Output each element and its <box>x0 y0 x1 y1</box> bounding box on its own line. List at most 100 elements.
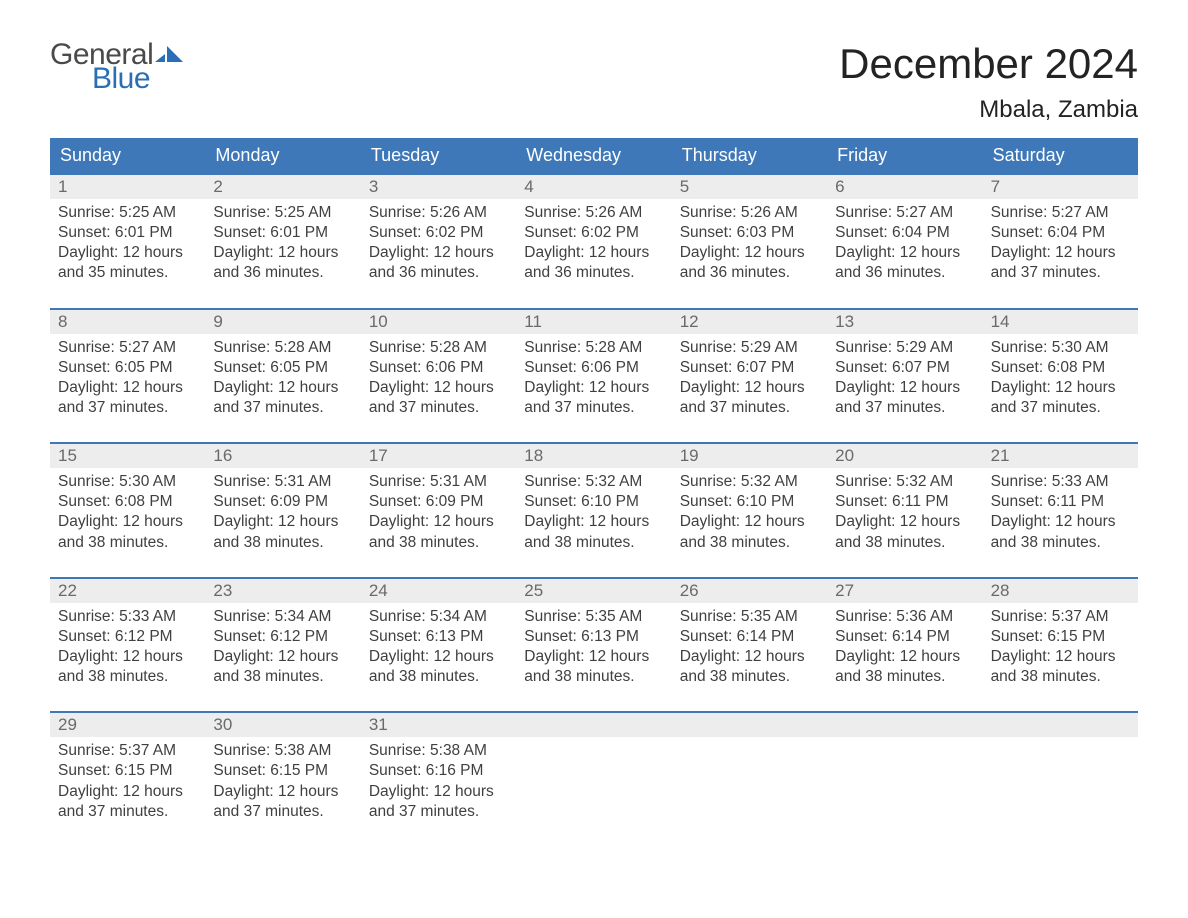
sunrise-text: Sunrise: 5:31 AM <box>369 472 508 492</box>
daylight-text-2: and 37 minutes. <box>680 398 819 418</box>
sunrise-text: Sunrise: 5:28 AM <box>369 338 508 358</box>
flag-icon <box>155 46 183 66</box>
week-block: 15161718192021Sunrise: 5:30 AMSunset: 6:… <box>50 442 1138 577</box>
sunrise-text: Sunrise: 5:33 AM <box>58 607 197 627</box>
daylight-text-1: Daylight: 12 hours <box>58 378 197 398</box>
day-content: Sunrise: 5:35 AMSunset: 6:13 PMDaylight:… <box>516 603 671 712</box>
day-number: 11 <box>516 310 671 334</box>
sunrise-text: Sunrise: 5:27 AM <box>991 203 1130 223</box>
day-content: Sunrise: 5:26 AMSunset: 6:02 PMDaylight:… <box>361 199 516 308</box>
day-content: Sunrise: 5:32 AMSunset: 6:10 PMDaylight:… <box>672 468 827 577</box>
daylight-text-1: Daylight: 12 hours <box>369 378 508 398</box>
daylight-text-2: and 37 minutes. <box>369 802 508 822</box>
sunrise-text: Sunrise: 5:28 AM <box>524 338 663 358</box>
day-content: Sunrise: 5:33 AMSunset: 6:11 PMDaylight:… <box>983 468 1138 577</box>
daylight-text-2: and 38 minutes. <box>58 533 197 553</box>
sunrise-text: Sunrise: 5:32 AM <box>524 472 663 492</box>
daylight-text-2: and 37 minutes. <box>58 802 197 822</box>
daylight-text-1: Daylight: 12 hours <box>835 647 974 667</box>
day-content: Sunrise: 5:33 AMSunset: 6:12 PMDaylight:… <box>50 603 205 712</box>
daynum-row: 15161718192021 <box>50 444 1138 468</box>
daylight-text-1: Daylight: 12 hours <box>58 243 197 263</box>
weekday-label: Monday <box>205 138 360 173</box>
logo-text-blue: Blue <box>50 64 183 94</box>
day-content: Sunrise: 5:31 AMSunset: 6:09 PMDaylight:… <box>205 468 360 577</box>
sunrise-text: Sunrise: 5:34 AM <box>213 607 352 627</box>
daylight-text-1: Daylight: 12 hours <box>524 243 663 263</box>
content-row: Sunrise: 5:37 AMSunset: 6:15 PMDaylight:… <box>50 737 1138 846</box>
day-number: 13 <box>827 310 982 334</box>
header: General Blue December 2024 Mbala, Zambia <box>50 40 1138 124</box>
daylight-text-2: and 37 minutes. <box>369 398 508 418</box>
sunset-text: Sunset: 6:07 PM <box>680 358 819 378</box>
daylight-text-2: and 38 minutes. <box>680 667 819 687</box>
sunset-text: Sunset: 6:10 PM <box>680 492 819 512</box>
day-number: 12 <box>672 310 827 334</box>
content-row: Sunrise: 5:27 AMSunset: 6:05 PMDaylight:… <box>50 334 1138 443</box>
day-number: 5 <box>672 175 827 199</box>
month-title: December 2024 <box>839 40 1138 88</box>
daylight-text-2: and 38 minutes. <box>680 533 819 553</box>
daylight-text-1: Daylight: 12 hours <box>213 512 352 532</box>
sunrise-text: Sunrise: 5:37 AM <box>58 741 197 761</box>
sunset-text: Sunset: 6:10 PM <box>524 492 663 512</box>
sunrise-text: Sunrise: 5:27 AM <box>835 203 974 223</box>
daylight-text-2: and 38 minutes. <box>58 667 197 687</box>
sunset-text: Sunset: 6:15 PM <box>991 627 1130 647</box>
day-number: 29 <box>50 713 205 737</box>
day-content <box>672 737 827 846</box>
sunrise-text: Sunrise: 5:32 AM <box>835 472 974 492</box>
sunrise-text: Sunrise: 5:35 AM <box>524 607 663 627</box>
day-number: 20 <box>827 444 982 468</box>
daylight-text-2: and 38 minutes. <box>369 667 508 687</box>
day-number: 18 <box>516 444 671 468</box>
day-number: 2 <box>205 175 360 199</box>
weekday-label: Wednesday <box>516 138 671 173</box>
day-number <box>827 713 982 737</box>
day-content: Sunrise: 5:28 AMSunset: 6:06 PMDaylight:… <box>516 334 671 443</box>
sunrise-text: Sunrise: 5:25 AM <box>58 203 197 223</box>
sunrise-text: Sunrise: 5:26 AM <box>680 203 819 223</box>
day-content: Sunrise: 5:28 AMSunset: 6:05 PMDaylight:… <box>205 334 360 443</box>
day-number: 8 <box>50 310 205 334</box>
sunrise-text: Sunrise: 5:29 AM <box>835 338 974 358</box>
daylight-text-1: Daylight: 12 hours <box>680 647 819 667</box>
daylight-text-1: Daylight: 12 hours <box>213 647 352 667</box>
day-content: Sunrise: 5:34 AMSunset: 6:12 PMDaylight:… <box>205 603 360 712</box>
daylight-text-2: and 35 minutes. <box>58 263 197 283</box>
sunset-text: Sunset: 6:04 PM <box>991 223 1130 243</box>
daylight-text-2: and 38 minutes. <box>524 667 663 687</box>
daylight-text-1: Daylight: 12 hours <box>369 512 508 532</box>
day-content: Sunrise: 5:38 AMSunset: 6:15 PMDaylight:… <box>205 737 360 846</box>
sunset-text: Sunset: 6:08 PM <box>58 492 197 512</box>
daylight-text-1: Daylight: 12 hours <box>369 647 508 667</box>
sunset-text: Sunset: 6:06 PM <box>524 358 663 378</box>
day-number: 9 <box>205 310 360 334</box>
daylight-text-1: Daylight: 12 hours <box>991 512 1130 532</box>
sunrise-text: Sunrise: 5:27 AM <box>58 338 197 358</box>
sunrise-text: Sunrise: 5:38 AM <box>369 741 508 761</box>
day-content: Sunrise: 5:28 AMSunset: 6:06 PMDaylight:… <box>361 334 516 443</box>
sunrise-text: Sunrise: 5:34 AM <box>369 607 508 627</box>
daylight-text-2: and 37 minutes. <box>213 802 352 822</box>
sunset-text: Sunset: 6:06 PM <box>369 358 508 378</box>
day-number: 22 <box>50 579 205 603</box>
day-number: 15 <box>50 444 205 468</box>
daylight-text-2: and 37 minutes. <box>835 398 974 418</box>
sunrise-text: Sunrise: 5:25 AM <box>213 203 352 223</box>
sunrise-text: Sunrise: 5:31 AM <box>213 472 352 492</box>
daylight-text-1: Daylight: 12 hours <box>369 782 508 802</box>
week-block: 891011121314Sunrise: 5:27 AMSunset: 6:05… <box>50 308 1138 443</box>
daylight-text-1: Daylight: 12 hours <box>524 647 663 667</box>
day-number: 3 <box>361 175 516 199</box>
daylight-text-1: Daylight: 12 hours <box>991 378 1130 398</box>
day-content: Sunrise: 5:27 AMSunset: 6:04 PMDaylight:… <box>827 199 982 308</box>
sunset-text: Sunset: 6:07 PM <box>835 358 974 378</box>
day-number: 25 <box>516 579 671 603</box>
daylight-text-1: Daylight: 12 hours <box>213 243 352 263</box>
day-number: 30 <box>205 713 360 737</box>
daylight-text-2: and 38 minutes. <box>991 533 1130 553</box>
day-content: Sunrise: 5:30 AMSunset: 6:08 PMDaylight:… <box>50 468 205 577</box>
day-content: Sunrise: 5:37 AMSunset: 6:15 PMDaylight:… <box>983 603 1138 712</box>
content-row: Sunrise: 5:33 AMSunset: 6:12 PMDaylight:… <box>50 603 1138 712</box>
